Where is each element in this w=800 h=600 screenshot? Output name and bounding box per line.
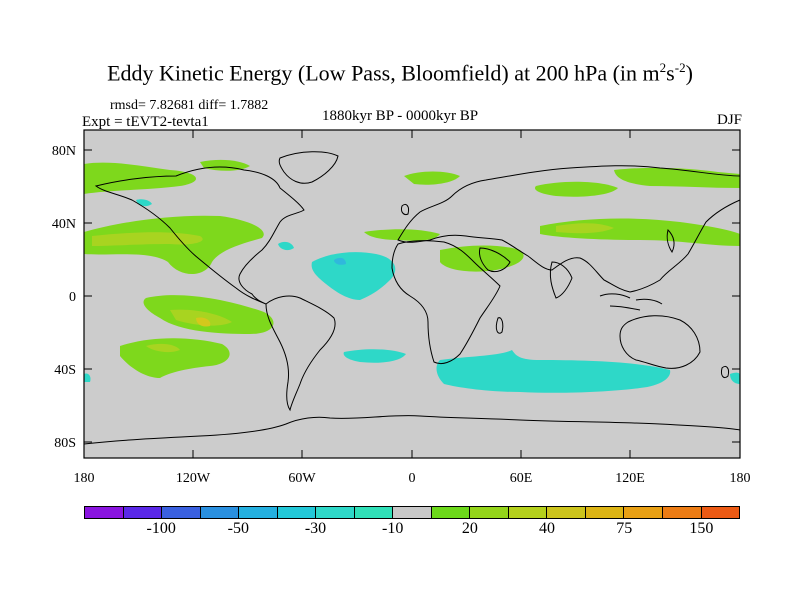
colorbar-cell	[316, 507, 355, 518]
lat-label: 40S	[54, 363, 76, 378]
colorbar-cell	[239, 507, 278, 518]
eurasia-outline	[397, 165, 741, 293]
colorbar-label: -100	[146, 520, 176, 537]
colorbar-cell	[547, 507, 586, 518]
positive-anomaly-region	[534, 181, 618, 197]
plot-title: Eddy Kinetic Energy (Low Pass, Bloomfiel…	[107, 60, 693, 86]
lat-label: 40N	[52, 217, 76, 232]
lon-label: 120E	[615, 471, 645, 486]
colorbar-label: 20	[461, 520, 478, 537]
anomaly-fields	[84, 159, 740, 393]
colorbar-label: 40	[539, 520, 556, 537]
time-period-label: 1880kyr BP - 0000kyr BP	[321, 108, 479, 124]
india-outline	[549, 261, 573, 299]
lon-label: 60E	[510, 471, 533, 486]
colorbar-cell	[162, 507, 201, 518]
lat-label: 80N	[52, 144, 76, 159]
japan-outline	[666, 229, 675, 253]
positive-anomaly-region	[196, 317, 211, 327]
lon-label: 60W	[288, 471, 316, 486]
colorbar-cell	[585, 507, 625, 518]
colorbar-cell	[662, 507, 702, 518]
colorbar-cell	[393, 507, 432, 518]
lon-label: 0	[409, 471, 416, 486]
colorbar-cell	[277, 507, 317, 518]
colorbar-cell	[200, 507, 240, 518]
indonesia-outline	[599, 293, 663, 311]
new-zealand-outline	[721, 365, 729, 379]
lat-labels: 80N 40N 0 40S 80S	[52, 144, 76, 451]
lat-label: 0	[69, 290, 76, 305]
colorbar-label: -30	[304, 520, 327, 537]
lat-label: 80S	[54, 436, 76, 451]
colorbar-label: 150	[689, 520, 714, 537]
negative-anomaly-region	[436, 350, 671, 393]
positive-anomaly-region	[92, 232, 203, 246]
positive-anomaly-region	[120, 338, 230, 378]
colorbar	[84, 506, 740, 519]
colorbar-cell	[508, 507, 548, 518]
positive-anomaly-region	[84, 215, 264, 274]
positive-anomaly-region	[440, 245, 524, 272]
negative-anomaly-region	[84, 373, 91, 382]
greenland-outline	[278, 151, 339, 184]
north-america-outline	[94, 166, 305, 305]
lon-ticks	[83, 130, 741, 458]
australia-outline	[619, 315, 701, 369]
map-panel	[84, 130, 740, 458]
antarctica-outline	[83, 415, 741, 445]
lon-label: 180	[74, 471, 95, 486]
africa-outline	[391, 240, 501, 365]
negative-anomaly-region	[730, 372, 740, 384]
colorbar-cell	[123, 507, 163, 518]
negative-anomaly-region	[311, 252, 396, 300]
positive-anomaly-region	[404, 171, 460, 185]
lat-ticks	[84, 149, 740, 443]
south-america-outline	[265, 295, 336, 412]
colorbar-cell	[470, 507, 509, 518]
negative-anomaly-region	[278, 241, 294, 251]
positive-anomaly-region	[146, 343, 180, 353]
negative-anomaly-region	[334, 257, 346, 265]
positive-anomaly-region	[200, 159, 250, 171]
uk-outline	[401, 203, 409, 215]
lon-labels: 180 120W 60W 0 60E 120E 180	[74, 471, 751, 486]
colorbar-label: -50	[227, 520, 250, 537]
colorbar-cell	[354, 507, 394, 518]
colorbar-cell	[85, 507, 124, 518]
colorbar-cell	[701, 507, 740, 518]
colorbar-cell	[624, 507, 663, 518]
colorbar-cell	[431, 507, 471, 518]
negative-anomaly-region	[343, 349, 406, 363]
lon-label: 180	[730, 471, 751, 486]
colorbar-label: 75	[616, 520, 633, 537]
coastlines	[83, 151, 741, 445]
experiment-label: Expt = tEVT2-tevta1	[82, 114, 209, 130]
season-label: DJF	[716, 112, 742, 128]
lon-label: 120W	[176, 471, 211, 486]
stats-text: rmsd= 7.82681 diff= 1.7882	[110, 98, 269, 113]
positive-anomaly-region	[364, 229, 440, 241]
arabia-outline	[479, 247, 511, 273]
colorbar-label: -10	[382, 520, 404, 537]
madagascar-outline	[495, 317, 504, 334]
positive-anomaly-region	[556, 223, 614, 234]
